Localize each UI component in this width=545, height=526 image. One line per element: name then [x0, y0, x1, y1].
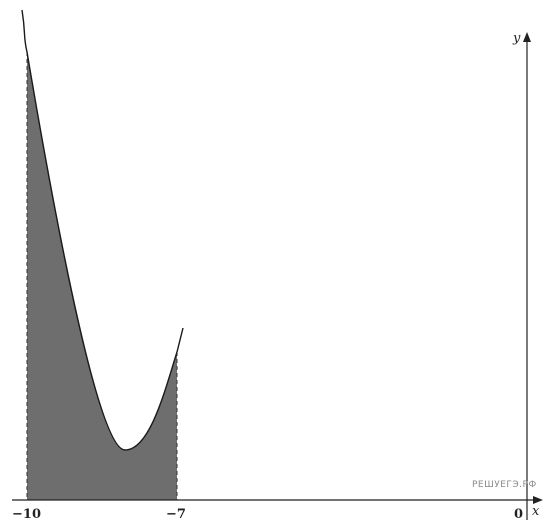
- shaded-area-under-curve: [27, 52, 177, 500]
- watermark-text: РЕШУЕГЭ.РФ: [472, 480, 537, 490]
- y-axis-arrow-icon: [523, 32, 531, 42]
- function-curve: [21, 9, 184, 451]
- y-axis-label: y: [512, 31, 521, 46]
- x-axis-arrow-icon: [533, 496, 543, 504]
- x-axis-label: x: [532, 504, 540, 519]
- tick-label-minus-10: −10: [12, 507, 41, 522]
- tick-label-origin: 0: [514, 507, 523, 522]
- tick-label-minus-7: −7: [166, 507, 186, 522]
